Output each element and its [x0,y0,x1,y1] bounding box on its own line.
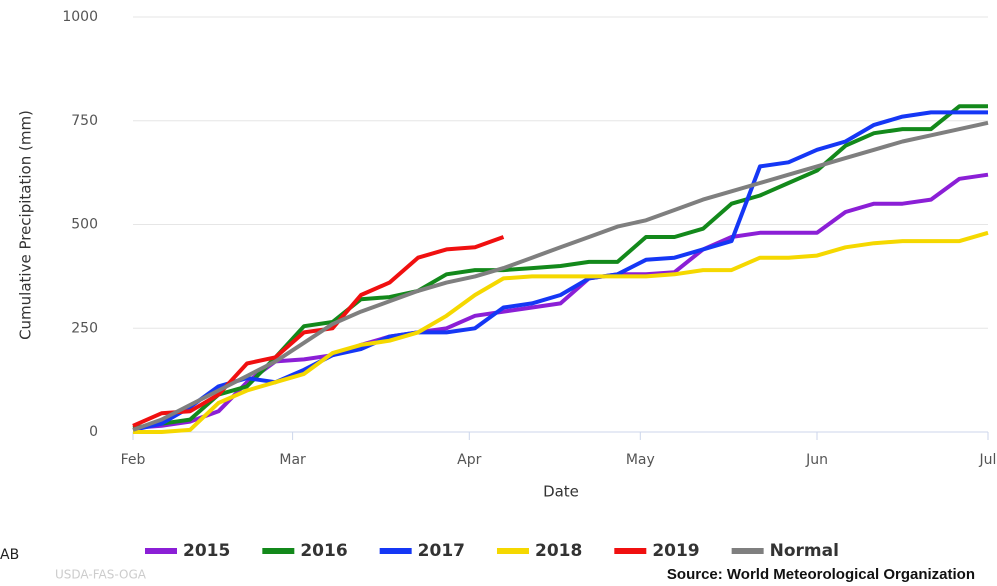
y-tick-label: 250 [71,320,98,336]
y-tick-label: 500 [71,217,98,233]
legend-label: 2017 [418,541,465,561]
x-tick-label: Apr [457,452,481,468]
x-tick-label: May [626,452,655,468]
legend-label: 2016 [300,541,347,561]
y-tick-label: 1000 [62,9,98,25]
y-tick-label: 750 [71,113,98,129]
series-line [132,235,505,428]
series-line [133,230,989,434]
series-line [132,110,988,432]
legend-label: 2015 [183,541,230,561]
x-tick-label: Feb [121,452,146,468]
x-tick-label: Jul [979,452,997,468]
legend-label: 2018 [535,541,582,561]
x-tick-label: Mar [279,452,306,468]
x-axis-label: Date [543,483,579,501]
legend-label: 2019 [652,541,699,561]
y-axis-label: Cumulative Precipitation (mm) [17,110,35,340]
watermark: USDA-FAS-OGA [55,568,147,582]
series-line [132,172,989,430]
source: Source: World Meteorological Organizatio… [667,566,975,583]
x-tick-label: Jun [805,452,828,468]
series-line [132,120,989,432]
y-tick-label: 0 [89,424,98,440]
legend-label: Normal [770,541,839,561]
corner-text: AB [0,547,19,563]
